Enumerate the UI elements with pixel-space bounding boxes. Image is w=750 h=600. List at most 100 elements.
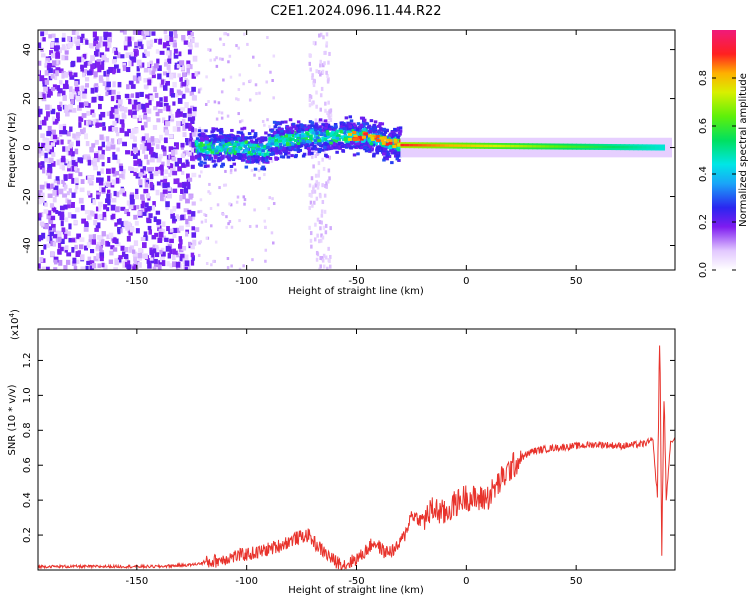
heat-cell [184, 83, 189, 89]
heat-cell [380, 139, 385, 143]
heat-cell [172, 216, 178, 222]
heat-cell [461, 144, 468, 147]
heat-cell [176, 227, 181, 233]
heat-cell [187, 42, 193, 48]
heat-cell [180, 253, 185, 258]
heat-cell [390, 148, 394, 152]
heat-cell [72, 257, 77, 264]
heat-cell [128, 109, 133, 116]
heat-cell [232, 162, 237, 166]
heat-cell [392, 132, 397, 136]
heat-cell [192, 55, 198, 62]
heat-cell [133, 171, 137, 177]
heat-cell [275, 135, 279, 139]
heat-cell [95, 43, 100, 50]
heat-cell [129, 245, 135, 250]
heat-cell [230, 128, 234, 132]
heat-cell [182, 183, 187, 189]
heat-cell [303, 142, 308, 146]
heat-cell [128, 60, 132, 67]
heat-cell [322, 253, 326, 258]
heat-cell [38, 142, 41, 147]
heat-cell [84, 77, 90, 82]
heat-cell [357, 130, 362, 134]
heat-cell [273, 125, 277, 129]
heat-cell [127, 128, 131, 133]
heat-cell [146, 167, 152, 172]
heat-cell [236, 141, 240, 145]
heat-cell [115, 117, 119, 124]
heat-cell [158, 154, 163, 159]
heat-cell [111, 59, 117, 64]
heat-cell [142, 166, 147, 172]
heat-cell [393, 127, 397, 131]
heat-cell [155, 144, 160, 150]
heat-cell [89, 146, 94, 153]
heat-cell [78, 244, 84, 250]
heat-cell [50, 87, 56, 92]
heat-cell [138, 172, 143, 177]
heat-cell [180, 153, 185, 158]
heat-cell [225, 215, 228, 219]
heat-cell [307, 148, 312, 152]
heat-cell [93, 219, 98, 226]
heat-cell [392, 146, 396, 150]
heat-cell [143, 78, 147, 83]
heat-cell [152, 244, 157, 250]
heat-cell [169, 88, 174, 93]
heat-cell [90, 175, 95, 180]
heat-cell [253, 143, 257, 147]
heat-cell [162, 221, 166, 227]
heat-cell [137, 30, 143, 35]
heat-cell [309, 67, 312, 72]
heat-cell [149, 181, 153, 188]
heat-cell [98, 186, 103, 193]
heat-cell [309, 130, 314, 134]
heat-cell [74, 188, 78, 194]
heat-cell [328, 109, 331, 114]
heat-cell [541, 145, 547, 148]
heat-cell [149, 147, 154, 152]
heat-cell [323, 61, 326, 66]
snr-multiplier-base: (x10 [10, 317, 21, 340]
heat-cell [286, 127, 290, 131]
heat-cell [192, 116, 196, 121]
heat-cell [94, 153, 99, 159]
heat-cell [300, 129, 305, 133]
heat-cell [308, 192, 312, 197]
heat-cell [171, 149, 176, 156]
heat-cell [140, 194, 145, 200]
heat-cell [183, 40, 189, 45]
heat-cell [106, 76, 110, 82]
heat-cell [234, 151, 238, 155]
heat-cell [62, 123, 67, 128]
heat-cell [167, 69, 172, 75]
heat-cell [84, 209, 90, 215]
heat-cell [103, 263, 107, 269]
heat-cell [324, 153, 328, 157]
heat-cell [54, 140, 60, 145]
heat-cell [71, 238, 76, 243]
heat-cell [184, 102, 189, 108]
heat-cell [310, 101, 314, 106]
heat-cell [87, 103, 91, 108]
heat-cell [63, 233, 68, 240]
heat-cell [136, 77, 140, 84]
heat-cell [264, 259, 267, 263]
heat-cell [324, 101, 327, 106]
heat-cell [191, 213, 196, 220]
heat-cell [108, 66, 114, 72]
heat-cell [323, 149, 327, 154]
heat-cell [98, 103, 102, 110]
heat-cell [332, 143, 337, 147]
heat-cell [370, 147, 374, 151]
heat-cell [326, 79, 330, 84]
heat-cell [190, 252, 195, 258]
heat-cell [143, 231, 148, 237]
heat-cell [250, 129, 255, 133]
heat-cell [182, 124, 187, 131]
heat-cell [269, 70, 272, 74]
heat-cell [238, 138, 243, 142]
heat-cell [92, 31, 97, 38]
